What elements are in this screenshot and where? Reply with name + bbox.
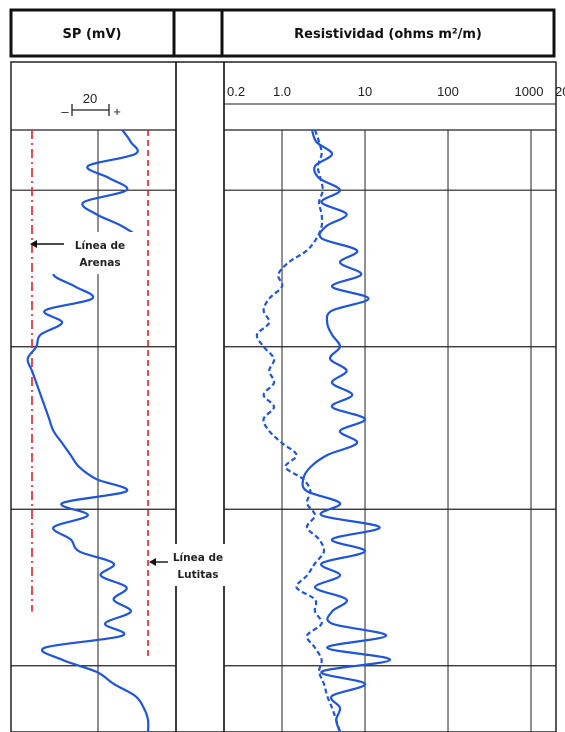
gap-header-box [172, 8, 224, 58]
resistivity-tick-labels: 0.2 1.0 10 100 1000 2000 [227, 84, 565, 99]
shale-line-label-line1: Línea de [173, 552, 223, 564]
resistivity-curve-deep [301, 129, 392, 732]
res-tick-label: 1.0 [273, 84, 291, 99]
sand-line-label-line2: Arenas [79, 257, 120, 269]
resistivity-header-box [220, 8, 556, 58]
sp-track-frame [10, 61, 177, 732]
sand-line-annotation: Línea de Arenas [30, 232, 146, 274]
sp-header-title: SP (mV) [63, 27, 122, 42]
sp-header-box [9, 8, 176, 58]
shale-line-arrowhead [149, 558, 156, 566]
sp-scale-minus: – [61, 104, 69, 119]
sp-curve [26, 129, 150, 732]
res-tick-label: 1000 [515, 84, 544, 99]
sp-scale-value: 20 [83, 91, 97, 106]
res-tick-label: 2000 [555, 84, 565, 99]
res-tick-label: 10 [358, 84, 372, 99]
sand-line-label-line1: Línea de [75, 240, 125, 252]
sp-baselines [31, 130, 149, 660]
shale-line-label-bg [170, 544, 226, 586]
sp-curves [26, 129, 150, 732]
shale-line-annotation: Línea de Lutitas [149, 544, 226, 586]
sp-scale-plus: + [113, 104, 121, 119]
sand-line-arrowhead [30, 240, 37, 248]
sp-grid [11, 129, 176, 732]
resistivity-grid [224, 129, 556, 732]
resistivity-scale: 0.2 1.0 10 100 1000 2000 [224, 84, 565, 105]
sand-line-label-bg [46, 232, 146, 274]
resistivity-header-title: Resistividad (ohms m²/m) [294, 27, 482, 42]
res-tick-label: 100 [437, 84, 459, 99]
shale-line-label-line2: Lutitas [177, 569, 218, 581]
depth-track-frame [175, 61, 225, 732]
resistivity-track-frame [223, 61, 557, 732]
track-frames [10, 61, 557, 732]
resistivity-curves [255, 129, 392, 732]
sp-scale: 20 – + [61, 91, 120, 119]
header-row: SP (mV) Resistividad (ohms m²/m) [9, 8, 556, 58]
resistivity-curve-shallow [255, 129, 342, 732]
res-tick-label: 0.2 [227, 84, 245, 99]
